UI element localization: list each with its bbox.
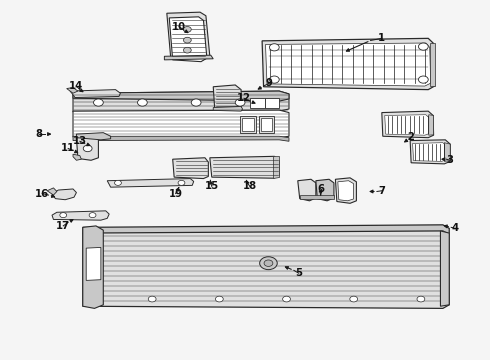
Polygon shape	[338, 181, 353, 201]
Text: 15: 15	[205, 181, 219, 192]
Polygon shape	[413, 143, 446, 161]
Polygon shape	[73, 91, 289, 112]
Polygon shape	[213, 85, 241, 111]
Circle shape	[417, 296, 425, 302]
Polygon shape	[167, 12, 210, 60]
Polygon shape	[382, 111, 434, 138]
Text: 7: 7	[378, 186, 385, 196]
Circle shape	[178, 180, 185, 185]
Polygon shape	[172, 158, 208, 179]
Circle shape	[191, 99, 201, 106]
Polygon shape	[76, 136, 98, 160]
Polygon shape	[262, 39, 435, 90]
Polygon shape	[210, 156, 279, 178]
Circle shape	[183, 37, 191, 43]
Polygon shape	[73, 154, 81, 160]
Polygon shape	[52, 211, 109, 220]
Polygon shape	[441, 231, 449, 306]
Text: 10: 10	[172, 22, 186, 32]
Text: 9: 9	[266, 78, 273, 88]
Circle shape	[270, 76, 279, 83]
Polygon shape	[335, 178, 356, 203]
Polygon shape	[429, 115, 434, 135]
Circle shape	[183, 47, 191, 53]
Polygon shape	[73, 110, 289, 138]
Text: 14: 14	[69, 81, 84, 91]
Polygon shape	[250, 98, 265, 108]
Polygon shape	[107, 179, 194, 187]
Text: 8: 8	[35, 129, 42, 139]
Text: 3: 3	[447, 155, 454, 165]
Polygon shape	[430, 43, 435, 86]
Circle shape	[264, 260, 273, 266]
Polygon shape	[83, 231, 449, 309]
Polygon shape	[67, 87, 78, 93]
Polygon shape	[76, 133, 111, 140]
Polygon shape	[169, 17, 207, 62]
Circle shape	[94, 99, 103, 106]
Circle shape	[235, 99, 245, 106]
Text: 1: 1	[378, 33, 385, 43]
Text: 19: 19	[169, 189, 183, 199]
Circle shape	[138, 99, 147, 106]
Text: 12: 12	[237, 93, 251, 103]
Circle shape	[418, 76, 428, 83]
Polygon shape	[266, 43, 431, 86]
Polygon shape	[73, 91, 289, 101]
Polygon shape	[300, 195, 334, 199]
Text: 17: 17	[56, 221, 70, 231]
Text: 11: 11	[61, 143, 75, 153]
Circle shape	[283, 296, 291, 302]
Polygon shape	[240, 116, 256, 133]
Polygon shape	[86, 247, 101, 280]
Circle shape	[350, 296, 358, 302]
Circle shape	[60, 213, 67, 218]
Polygon shape	[70, 90, 121, 98]
Circle shape	[148, 296, 156, 302]
Text: 2: 2	[408, 132, 415, 142]
Text: 18: 18	[243, 181, 257, 192]
Polygon shape	[259, 116, 274, 133]
Circle shape	[260, 257, 277, 270]
Polygon shape	[444, 143, 450, 161]
Polygon shape	[261, 118, 272, 131]
Polygon shape	[242, 118, 254, 131]
Circle shape	[216, 296, 223, 302]
Polygon shape	[47, 188, 57, 195]
Circle shape	[418, 43, 428, 50]
Polygon shape	[298, 179, 316, 201]
Polygon shape	[385, 115, 430, 135]
Circle shape	[183, 27, 191, 32]
Circle shape	[270, 44, 279, 51]
Polygon shape	[164, 55, 213, 60]
Polygon shape	[316, 179, 334, 201]
Polygon shape	[213, 107, 243, 111]
Polygon shape	[265, 98, 279, 108]
Text: 5: 5	[295, 268, 302, 278]
Circle shape	[83, 145, 92, 152]
Polygon shape	[83, 225, 449, 237]
Circle shape	[115, 180, 122, 185]
Polygon shape	[52, 189, 76, 200]
Text: 6: 6	[317, 184, 324, 194]
Circle shape	[89, 213, 96, 218]
Text: 4: 4	[452, 224, 459, 233]
Polygon shape	[73, 136, 289, 141]
Text: 13: 13	[73, 136, 87, 146]
Polygon shape	[410, 140, 450, 164]
Polygon shape	[83, 226, 103, 309]
Polygon shape	[273, 156, 279, 178]
Text: 16: 16	[35, 189, 49, 199]
